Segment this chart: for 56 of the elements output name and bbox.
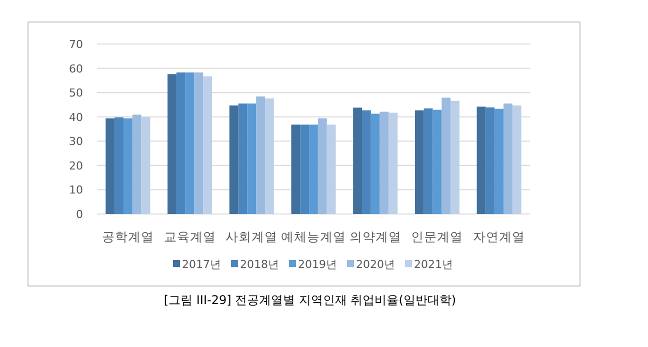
x-tick-label: 공학계열 bbox=[102, 229, 154, 244]
y-tick-label: 20 bbox=[69, 159, 83, 172]
bar bbox=[132, 114, 142, 214]
y-tick-label: 30 bbox=[69, 135, 83, 148]
legend-label: 2018년 bbox=[240, 258, 279, 271]
y-tick-label: 70 bbox=[69, 38, 83, 51]
bar bbox=[194, 72, 204, 214]
bar bbox=[203, 76, 212, 214]
bar bbox=[114, 117, 124, 214]
bar bbox=[353, 108, 362, 214]
bar bbox=[486, 107, 495, 214]
bar bbox=[168, 74, 176, 214]
x-tick-label: 자연계열 bbox=[473, 229, 526, 244]
y-tick-label: 40 bbox=[69, 110, 83, 124]
bar bbox=[388, 112, 398, 214]
x-tick-label: 의약계열 bbox=[349, 229, 402, 244]
bar bbox=[291, 124, 300, 214]
bar bbox=[106, 118, 115, 214]
text: [그림 III-29] 전공계열별 지역인재 취업비율(일반대학) bbox=[164, 293, 456, 307]
bar bbox=[504, 104, 512, 214]
x-tick-label: 사회계열 bbox=[226, 229, 278, 244]
bar bbox=[380, 112, 389, 214]
bar bbox=[424, 108, 433, 214]
legend-label: 2019년 bbox=[298, 258, 337, 271]
bar bbox=[123, 118, 132, 214]
bar bbox=[326, 124, 336, 214]
bar bbox=[300, 124, 310, 214]
bar bbox=[247, 104, 256, 214]
y-tick-label: 0 bbox=[76, 208, 83, 221]
bar bbox=[432, 110, 442, 214]
bar bbox=[256, 96, 266, 214]
x-tick-label: 인문계열 bbox=[411, 229, 464, 244]
y-tick-label: 60 bbox=[69, 62, 83, 76]
legend-label: 2017년 bbox=[182, 258, 221, 271]
bar bbox=[494, 108, 504, 214]
bar bbox=[176, 72, 186, 214]
bar bbox=[318, 118, 327, 214]
bar bbox=[414, 110, 424, 214]
legend-label: 2020년 bbox=[356, 258, 395, 271]
bar bbox=[362, 110, 371, 214]
bar bbox=[370, 114, 380, 214]
bar bbox=[442, 98, 451, 214]
bar bbox=[476, 106, 486, 214]
y-tick-label: 50 bbox=[69, 86, 83, 100]
legend-label: 2021년 bbox=[414, 258, 453, 271]
bar bbox=[265, 98, 274, 214]
bar bbox=[185, 72, 194, 214]
bar bbox=[238, 104, 248, 214]
x-tick-label: 교육계열 bbox=[164, 229, 216, 244]
bar bbox=[512, 105, 522, 214]
bar bbox=[141, 117, 150, 214]
bar bbox=[450, 100, 460, 214]
bar bbox=[309, 124, 318, 214]
bar bbox=[229, 105, 238, 214]
x-tick-label: 예체능계열 bbox=[281, 229, 346, 244]
y-tick-label: 10 bbox=[69, 184, 83, 197]
